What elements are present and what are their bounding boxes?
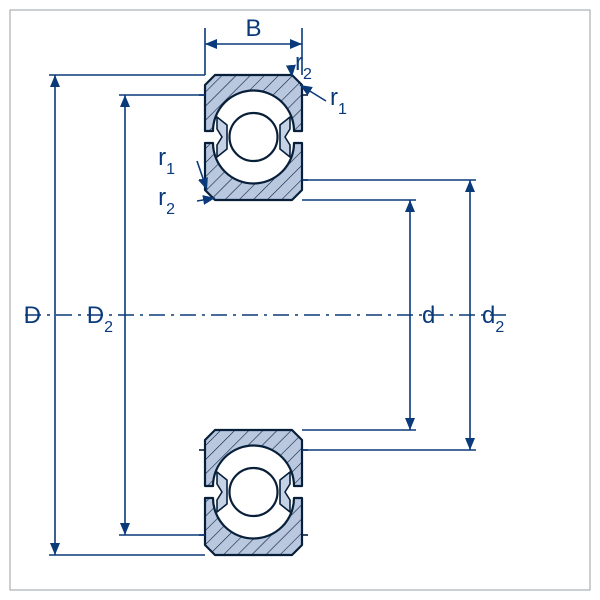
dim-label-d2: d2 — [482, 302, 504, 336]
dim-label-r2-top: r2 — [295, 49, 312, 83]
bearing-upper-section — [199, 75, 308, 200]
dim-label-D: D — [24, 302, 41, 329]
dim-label-r1-left: r1 — [158, 144, 175, 178]
dim-label-d: d — [422, 302, 435, 329]
dim-label-r1-top: r1 — [330, 84, 347, 118]
dim-label-D2: D2 — [87, 302, 113, 336]
dim-label-B: B — [245, 15, 261, 42]
dim-label-r2-left: r2 — [158, 184, 175, 218]
bearing-diagram: B D D2 d d2 r2 r1 r1 r2 — [0, 0, 600, 600]
bearing-lower-section — [199, 430, 308, 555]
